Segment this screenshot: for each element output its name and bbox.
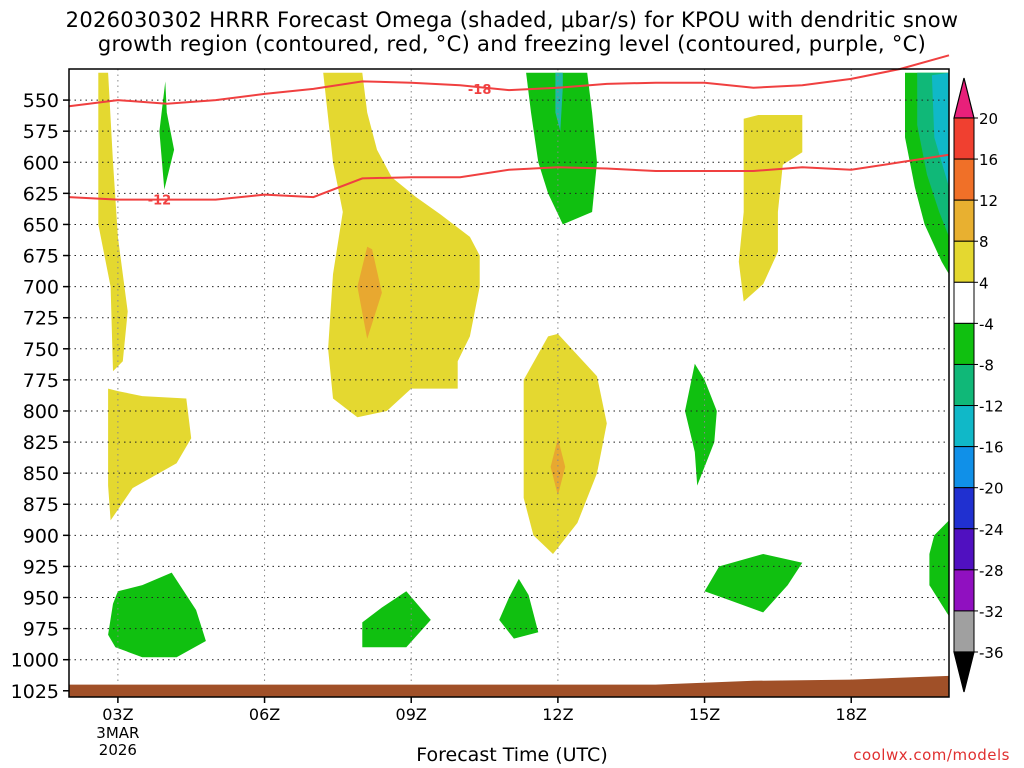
y-axis: 550 575 600 625 650 675 700 725 750 775 800 825 850 8… bbox=[11, 90, 69, 703]
x-tick-sublabel-0: 3MAR bbox=[96, 724, 139, 742]
colorbar-label--20: -20 bbox=[979, 480, 1004, 498]
x-axis-label: Forecast Time (UTC) bbox=[416, 744, 608, 766]
omega-region-17 bbox=[704, 554, 803, 613]
omega-region-2 bbox=[323, 72, 480, 418]
y-tick-label-650: 650 bbox=[23, 214, 59, 236]
colorbar: 20 16 12 8 4 -4 -8 -12 -16 -20 -24 -28 -32 -36 bbox=[953, 77, 1004, 693]
colorbar-box-6 bbox=[953, 363, 975, 407]
title-line-1: 2026030302 HRRR Forecast Omega (shaded, … bbox=[65, 8, 959, 32]
y-tick-label-600: 600 bbox=[23, 152, 59, 174]
y-tick-label-1025: 1025 bbox=[11, 681, 59, 703]
title-line-2: growth region (contoured, red, °C) and f… bbox=[97, 32, 927, 56]
chart-title: 2026030302 HRRR Forecast Omega (shaded, … bbox=[0, 8, 1024, 56]
colorbar-label--8: -8 bbox=[979, 356, 994, 374]
colorbar-top-arrow bbox=[953, 77, 975, 119]
contour-label--18: -18 bbox=[468, 83, 492, 98]
y-tick-label-975: 975 bbox=[23, 619, 59, 641]
colorbar-label--36: -36 bbox=[979, 644, 1004, 662]
colorbar-label-16: 16 bbox=[979, 151, 998, 169]
y-tick-label-675: 675 bbox=[23, 246, 59, 268]
ground-layer bbox=[69, 675, 949, 697]
credit-link[interactable]: coolwx.com/models bbox=[853, 746, 1010, 764]
colorbar-label-12: 12 bbox=[979, 192, 998, 210]
colorbar-box-8 bbox=[953, 446, 975, 489]
omega-shading-layer bbox=[98, 72, 949, 658]
x-tick-label-15Z: 15Z bbox=[689, 705, 720, 724]
omega-region-0 bbox=[98, 72, 128, 372]
contour-layer: -18 -12 bbox=[68, 54, 950, 209]
y-tick-label-700: 700 bbox=[23, 277, 59, 299]
omega-region-14 bbox=[108, 572, 206, 658]
y-tick-label-550: 550 bbox=[23, 90, 59, 112]
omega-region-12 bbox=[931, 72, 949, 188]
omega-region-15 bbox=[362, 591, 431, 648]
colorbar-label--12: -12 bbox=[979, 398, 1004, 416]
y-tick-label-775: 775 bbox=[23, 370, 59, 392]
colorbar-bottom-arrow bbox=[953, 651, 975, 693]
colorbar-box-2 bbox=[953, 199, 975, 242]
y-tick-label-925: 925 bbox=[23, 556, 59, 578]
y-tick-label-825: 825 bbox=[23, 432, 59, 454]
colorbar-label-4: 4 bbox=[979, 274, 989, 292]
y-tick-label-1000: 1000 bbox=[11, 650, 59, 672]
colorbar-label--32: -32 bbox=[979, 603, 1004, 621]
contour-label--12: -12 bbox=[148, 194, 172, 209]
colorbar-box-7 bbox=[953, 405, 975, 448]
omega-region-5 bbox=[550, 438, 566, 496]
x-tick-label-18Z: 18Z bbox=[836, 705, 867, 724]
x-tick-label-12Z: 12Z bbox=[542, 705, 573, 724]
omega-region-3 bbox=[357, 246, 382, 339]
colorbar-label--16: -16 bbox=[979, 439, 1004, 457]
y-tick-label-850: 850 bbox=[23, 463, 59, 485]
colorbar-box-10 bbox=[953, 528, 975, 571]
y-tick-label-725: 725 bbox=[23, 308, 59, 330]
colorbar-box-9 bbox=[953, 487, 975, 530]
omega-region-16 bbox=[499, 578, 539, 639]
y-tick-label-900: 900 bbox=[23, 525, 59, 547]
y-tick-label-875: 875 bbox=[23, 494, 59, 516]
colorbar-box-3 bbox=[953, 240, 975, 283]
omega-region-18 bbox=[929, 520, 949, 617]
contour-line--12 bbox=[68, 153, 950, 201]
colorbar-box-12 bbox=[953, 610, 975, 653]
x-tick-label-06Z: 06Z bbox=[249, 705, 280, 724]
omega-region-4 bbox=[523, 333, 607, 554]
x-tick-label-03Z: 03Z bbox=[102, 705, 133, 724]
gridlines-layer bbox=[69, 69, 949, 697]
y-tick-label-750: 750 bbox=[23, 339, 59, 361]
omega-region-7 bbox=[159, 81, 175, 190]
colorbar-label-20: 20 bbox=[979, 110, 998, 128]
ground-surface bbox=[69, 675, 949, 697]
y-tick-label-575: 575 bbox=[23, 121, 59, 143]
colorbar-label--28: -28 bbox=[979, 562, 1004, 580]
y-tick-label-800: 800 bbox=[23, 401, 59, 423]
y-tick-label-950: 950 bbox=[23, 588, 59, 610]
x-tick-label-09Z: 09Z bbox=[396, 705, 427, 724]
colorbar-box-11 bbox=[953, 569, 975, 612]
omega-region-8 bbox=[526, 72, 597, 225]
colorbar-box-0 bbox=[953, 117, 975, 160]
x-tick-sublabel-1: 2026 bbox=[99, 741, 137, 759]
colorbar-box-4 bbox=[953, 281, 975, 324]
omega-region-13 bbox=[685, 363, 717, 486]
y-tick-label-625: 625 bbox=[23, 183, 59, 205]
colorbar-box-1 bbox=[953, 158, 975, 201]
plot-frame bbox=[68, 68, 950, 698]
colorbar-label-8: 8 bbox=[979, 233, 989, 251]
contour-line--18 bbox=[68, 54, 950, 108]
colorbar-box-5 bbox=[953, 322, 975, 365]
omega-region-6 bbox=[738, 115, 803, 302]
colorbar-label--24: -24 bbox=[979, 521, 1004, 539]
omega-region-1 bbox=[108, 388, 192, 521]
colorbar-label--4: -4 bbox=[979, 315, 994, 333]
